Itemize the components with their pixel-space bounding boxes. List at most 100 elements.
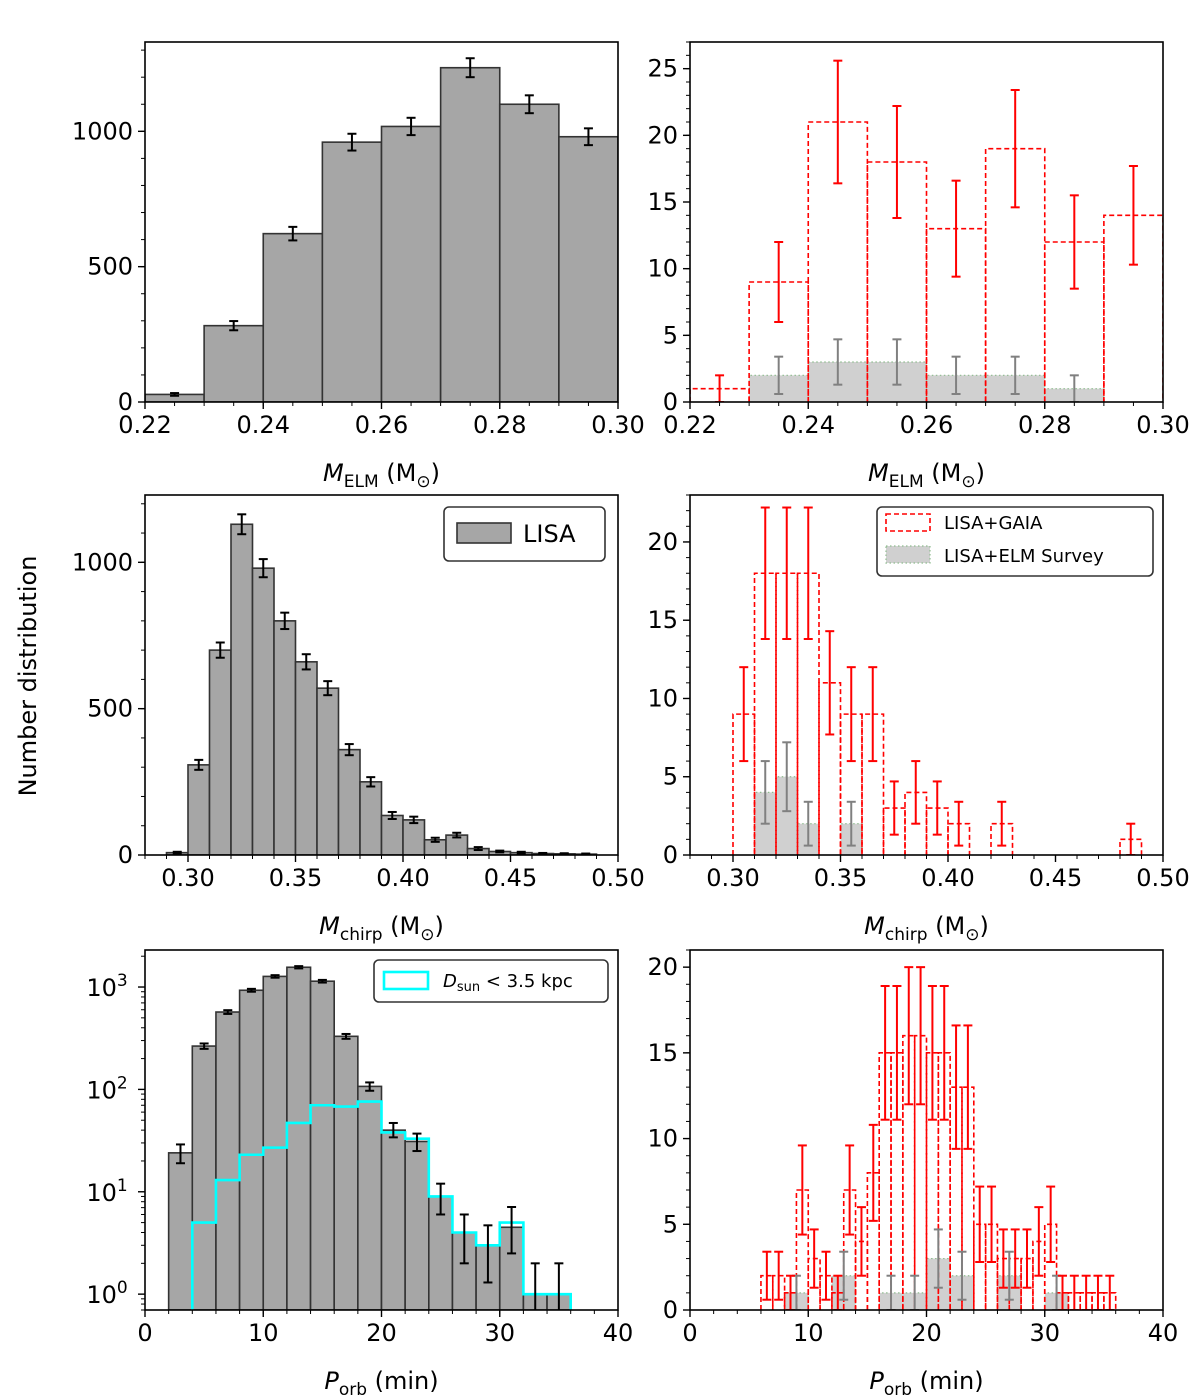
x-label-main: M — [319, 912, 340, 940]
x-label-close: ) — [976, 459, 985, 487]
x-label-unit-sub: ⊙ — [961, 472, 975, 492]
bar — [748, 281, 810, 402]
x-tick-label: 0.24 — [237, 411, 290, 439]
y-tick-exp: 0 — [117, 1278, 128, 1298]
x-axis-label: Porb (min) — [869, 1367, 983, 1400]
y-axis: 0 500 1000 — [72, 49, 145, 416]
legend-label-dsun: Dsun < 3.5 kpc — [443, 971, 573, 995]
panel-a: 0.22 0.24 0.26 0.28 0.30 0 500 1000 MELM (M⊙) — [72, 41, 645, 492]
bar — [831, 1292, 845, 1310]
errorbars-gray-dotted — [760, 741, 856, 847]
legend-swatch-dsun — [382, 970, 430, 991]
x-axis: 0.22 0.24 0.26 0.28 0.30 — [663, 402, 1190, 439]
y-tick-label: 101 — [86, 1176, 127, 1207]
y-tick-label: 5 — [663, 763, 678, 791]
y-tick-base: 10 — [86, 1179, 117, 1207]
x-label-main: P — [324, 1367, 339, 1395]
y-tick-label: 0 — [118, 841, 133, 869]
panel-f: 0 10 20 30 40 0 5 10 15 20 Porb (min) — [647, 949, 1178, 1400]
y-tick-label: 103 — [86, 971, 127, 1002]
y-tick-label: 5 — [663, 321, 678, 349]
bar — [294, 661, 318, 855]
errorbars-gray-fill — [170, 57, 593, 397]
series-gray-fill — [165, 523, 598, 855]
errorbars-red-dashed — [715, 59, 1138, 402]
x-tick-label: 40 — [603, 1319, 634, 1347]
x-tick-label: 0.50 — [1136, 864, 1189, 892]
legend-frame — [443, 506, 606, 562]
bar — [333, 1035, 359, 1310]
y-tick-label: 500 — [87, 253, 133, 281]
y-tick-label: 0 — [663, 1296, 678, 1324]
legend: LISA — [443, 506, 606, 562]
x-tick-label: 0.24 — [782, 411, 835, 439]
x-tick-label: 0.30 — [1136, 411, 1189, 439]
bar — [262, 232, 324, 402]
x-label-main: P — [869, 1367, 884, 1395]
x-axis: 0 10 20 30 40 — [682, 1310, 1178, 1347]
bar — [380, 1129, 406, 1310]
bar — [321, 141, 383, 402]
errorbars-gray-fill — [175, 965, 564, 1310]
x-tick-label: 0.35 — [814, 864, 867, 892]
panel-c: 0.30 0.35 0.40 0.45 0.50 0 500 1000 Mchirp (M⊙) L… — [72, 494, 645, 945]
legend-label-elm: LISA+ELM Survey — [944, 546, 1104, 567]
bar — [1079, 1292, 1093, 1310]
bar — [404, 1140, 430, 1310]
x-label-unit-sub: ⊙ — [420, 925, 434, 945]
y-tick-label: 15 — [647, 606, 678, 634]
y-tick-exp: 2 — [117, 1073, 128, 1093]
legend-frame — [876, 506, 1154, 577]
x-label-close: ) — [434, 912, 443, 940]
x-label-unit: (min) — [367, 1367, 439, 1395]
bar — [807, 121, 869, 402]
bar — [251, 567, 275, 855]
x-axis: 0.30 0.35 0.40 0.45 0.50 — [144, 855, 645, 892]
bar — [783, 1292, 798, 1310]
plot-area — [732, 506, 1143, 855]
plot-area — [760, 966, 1117, 1310]
x-tick-label: 0.26 — [355, 411, 408, 439]
x-label-sub: chirp — [340, 925, 383, 945]
y-tick-exp: 3 — [117, 971, 128, 991]
x-label-sub: ELM — [889, 472, 924, 492]
y-axis: 0 5 10 15 20 — [647, 949, 690, 1324]
legend-dsun-sub: sun — [457, 980, 480, 995]
legend: LISA+GAIA LISA+ELM Survey — [876, 506, 1154, 577]
bar — [1103, 1292, 1117, 1310]
x-label-close: ) — [979, 912, 988, 940]
bar — [795, 1189, 810, 1310]
x-axis: 0.22 0.24 0.26 0.28 0.30 — [118, 402, 645, 439]
plot-area — [145, 57, 618, 402]
bar — [878, 1052, 892, 1310]
bar — [890, 1052, 904, 1310]
legend: Dsun < 3.5 kpc — [373, 959, 609, 1003]
bar-outline — [839, 823, 863, 855]
legend-swatch-lisa — [456, 522, 512, 544]
bar — [498, 103, 560, 402]
x-axis: 0.30 0.35 0.40 0.45 0.50 — [689, 855, 1190, 892]
bar — [1067, 1292, 1082, 1310]
bar — [1091, 1292, 1105, 1310]
x-tick-label: 0.50 — [591, 864, 644, 892]
bar — [203, 324, 265, 402]
bar — [357, 1085, 383, 1310]
plot-area — [690, 59, 1163, 402]
y-tick-label: 100 — [86, 1278, 127, 1309]
x-tick-label: 0.40 — [921, 864, 974, 892]
x-label-main: M — [864, 912, 885, 940]
bar — [187, 764, 211, 855]
bar — [558, 135, 618, 402]
x-label-unit: (M — [383, 912, 421, 940]
bar — [776, 776, 798, 855]
y-tick-base: 10 — [86, 1281, 117, 1309]
x-label-unit: (M — [924, 459, 962, 487]
x-axis-label: Mchirp (M⊙) — [864, 912, 989, 945]
x-tick-label: 20 — [366, 1319, 397, 1347]
x-label-close: ) — [431, 459, 440, 487]
panel-b: 0.22 0.24 0.26 0.28 0.30 0 5 10 15 20 25 MELM (M⊙) — [647, 41, 1190, 492]
